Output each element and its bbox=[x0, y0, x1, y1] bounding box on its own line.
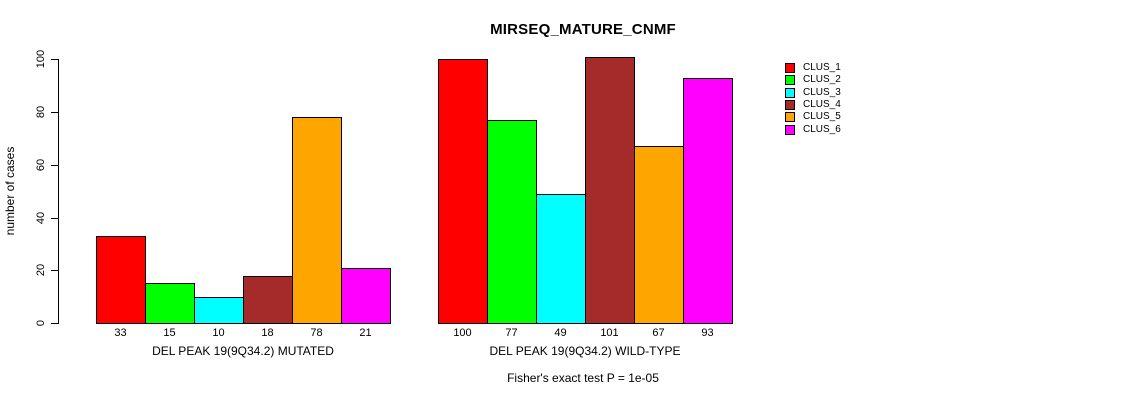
bar bbox=[487, 119, 537, 324]
legend-label: CLUS_5 bbox=[803, 111, 841, 123]
bar-value-label: 100 bbox=[453, 327, 472, 339]
bar bbox=[194, 296, 244, 324]
legend-swatch bbox=[785, 124, 795, 135]
legend-swatch bbox=[785, 112, 795, 123]
legend-label: CLUS_6 bbox=[803, 123, 841, 135]
legend-item: CLUS_3 bbox=[785, 87, 841, 99]
bar bbox=[536, 193, 586, 324]
y-axis-tick bbox=[51, 323, 58, 324]
bar bbox=[634, 146, 684, 324]
bar-value-label: 18 bbox=[261, 327, 274, 339]
legend-label: CLUS_1 bbox=[803, 62, 841, 74]
legend-item: CLUS_5 bbox=[785, 111, 841, 123]
bar-value-label: 10 bbox=[212, 327, 225, 339]
bar-value-label: 15 bbox=[163, 327, 176, 339]
bar-value-label: 49 bbox=[554, 327, 567, 339]
legend-swatch bbox=[785, 100, 795, 111]
bar-value-label: 77 bbox=[505, 327, 518, 339]
bar-value-label: 21 bbox=[359, 327, 372, 339]
legend-swatch bbox=[785, 75, 795, 86]
legend-label: CLUS_3 bbox=[803, 86, 841, 98]
legend-swatch bbox=[785, 63, 795, 74]
y-axis-tick bbox=[51, 270, 58, 272]
legend-label: CLUS_2 bbox=[803, 74, 841, 86]
group-label: DEL PEAK 19(9Q34.2) MUTATED bbox=[152, 344, 334, 358]
y-axis-tick bbox=[51, 217, 58, 219]
legend-swatch bbox=[785, 87, 795, 98]
bar bbox=[292, 117, 342, 324]
y-axis-tick-label: 60 bbox=[35, 158, 47, 171]
bar bbox=[341, 267, 391, 324]
legend: CLUS_1 CLUS_2 CLUS_3 CLUS_4 CLUS_5 CLUS_6 bbox=[785, 62, 841, 136]
y-axis-tick bbox=[51, 59, 58, 61]
bar-value-label: 67 bbox=[652, 327, 665, 339]
bar-value-label: 78 bbox=[310, 327, 323, 339]
bar-value-label: 93 bbox=[701, 327, 714, 339]
legend-item: CLUS_4 bbox=[785, 99, 841, 111]
y-axis-tick-label: 80 bbox=[35, 105, 47, 119]
bar-value-label: 101 bbox=[600, 327, 619, 339]
bar bbox=[438, 59, 488, 324]
bar bbox=[683, 77, 733, 324]
group-label: DEL PEAK 19(9Q34.2) WILD-TYPE bbox=[489, 344, 681, 358]
legend-item: CLUS_1 bbox=[785, 62, 841, 74]
y-axis-tick-label: 20 bbox=[35, 264, 47, 277]
bar-value-label: 33 bbox=[114, 327, 127, 339]
legend-item: CLUS_2 bbox=[785, 74, 841, 86]
legend-label: CLUS_4 bbox=[803, 99, 841, 111]
y-axis-tick bbox=[51, 112, 58, 114]
y-axis-tick bbox=[51, 164, 58, 166]
footer-annotation: Fisher's exact test P = 1e-05 bbox=[507, 371, 659, 385]
y-axis-tick-label: 0 bbox=[35, 319, 47, 327]
chart-title: MIRSEQ_MATURE_CNMF bbox=[490, 21, 676, 38]
bar bbox=[243, 275, 293, 324]
legend-item: CLUS_6 bbox=[785, 123, 841, 135]
y-axis-tick-label: 40 bbox=[35, 211, 47, 224]
y-axis-line bbox=[58, 59, 59, 324]
bar bbox=[145, 283, 195, 324]
bar bbox=[585, 56, 635, 324]
bar bbox=[96, 235, 146, 324]
y-axis-tick-label: 100 bbox=[35, 50, 47, 69]
y-axis-label: number of cases bbox=[3, 146, 17, 236]
